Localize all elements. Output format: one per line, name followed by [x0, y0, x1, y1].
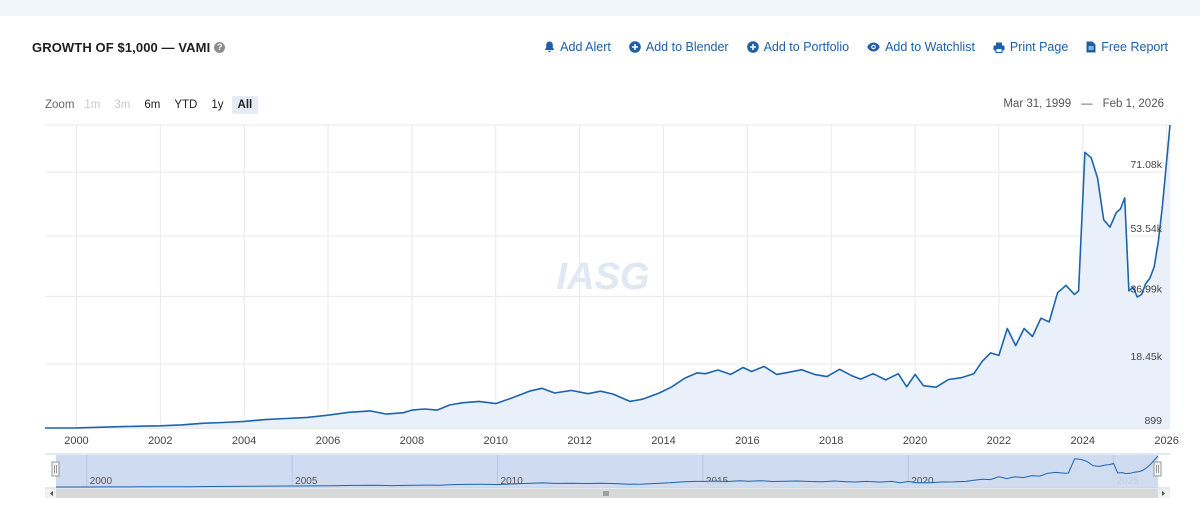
y-tick-label: 18.45k	[1130, 351, 1162, 363]
x-tick-label: 2000	[64, 435, 88, 447]
navigator-tick-label: 2000	[90, 476, 113, 487]
navigator-tick-label: 2005	[295, 476, 318, 487]
x-tick-label: 2020	[903, 435, 927, 447]
add-alert-label: Add Alert	[560, 40, 611, 54]
navigator-tick-label: 2020	[911, 476, 934, 487]
document-icon	[1086, 41, 1096, 53]
x-tick-label: 2008	[400, 435, 424, 447]
x-tick-label: 2024	[1071, 435, 1095, 447]
x-tick-label: 2010	[484, 435, 508, 447]
navigator-area	[56, 456, 1158, 487]
range-from[interactable]: Mar 31, 1999	[1003, 98, 1072, 110]
print-page-button[interactable]: Print Page	[993, 40, 1068, 54]
scrollbar-thumb[interactable]	[56, 489, 1158, 498]
zoom-ytd-button[interactable]: YTD	[174, 99, 198, 111]
x-tick-label: 2002	[148, 435, 172, 447]
zoom-3m-button[interactable]: 3m	[114, 99, 131, 111]
x-tick-label: 2016	[735, 435, 759, 447]
x-tick-label: 2018	[819, 435, 843, 447]
navigator-left-handle[interactable]	[51, 461, 60, 477]
navigator-tick-label: 2010	[501, 476, 524, 487]
add-to-portfolio-button[interactable]: Add to Portfolio	[746, 40, 850, 54]
series-area	[45, 125, 1170, 428]
plus-circle-icon	[746, 41, 759, 53]
navigator-line	[56, 455, 1159, 488]
x-tick-label: 2012	[567, 435, 591, 447]
add-to-blender-label: Add to Blender	[645, 40, 729, 54]
free-report-label: Free Report	[1101, 40, 1168, 54]
x-tick-label: 2014	[651, 435, 675, 447]
zoom-all-button[interactable]: All	[231, 96, 259, 114]
chart-title: GROWTH OF $1,000 — VAMI ?	[32, 40, 226, 55]
add-to-portfolio-label: Add to Portfolio	[763, 40, 850, 54]
range-separator: —	[1081, 98, 1093, 110]
y-tick-label: 71.08k	[1130, 159, 1162, 171]
zoom-1m-button[interactable]: 1m	[84, 99, 101, 111]
scroll-left-arrow-icon[interactable]	[50, 491, 53, 496]
x-tick-label: 2022	[987, 435, 1011, 447]
x-tick-label: 2026	[1154, 435, 1178, 447]
range-to[interactable]: Feb 1, 2026	[1102, 98, 1164, 110]
zoom-1y-button[interactable]: 1y	[211, 99, 224, 111]
top-strip	[0, 0, 1200, 16]
y-tick-label: 36.99k	[1130, 283, 1162, 295]
scroll-right-arrow-icon[interactable]	[1162, 491, 1165, 496]
free-report-button[interactable]: Free Report	[1086, 40, 1168, 54]
action-bar: Add Alert Add to Blender Add to Portfoli…	[544, 40, 1168, 54]
add-alert-button[interactable]: Add Alert	[544, 40, 611, 54]
printer-icon	[993, 42, 1005, 53]
y-tick-label: 53.54k	[1130, 223, 1162, 235]
scrollbar[interactable]	[45, 489, 1170, 498]
zoom-6m-button[interactable]: 6m	[144, 99, 161, 111]
x-axis-ticks: 2000 2002 2004 2006 2008 2010 2012 2014 2016 2018…	[64, 435, 1179, 447]
navigator[interactable]: 200020052010201520202025	[45, 453, 1170, 489]
y-axis-ticks: 899 18.45k 36.99k 53.54k 71.08k	[1130, 159, 1162, 427]
add-to-watchlist-button[interactable]: Add to Watchlist	[867, 40, 975, 54]
add-to-blender-button[interactable]: Add to Blender	[629, 40, 729, 54]
bell-icon	[545, 41, 555, 53]
y-tick-label: 899	[1144, 415, 1162, 427]
series-line	[44, 124, 1171, 429]
navigator-right-handle[interactable]	[1153, 461, 1162, 477]
iasg-watermark: IASG	[557, 256, 650, 298]
print-page-label: Print Page	[1009, 40, 1069, 54]
chart-title-text: GROWTH OF $1,000 — VAMI	[32, 40, 211, 55]
date-range: Mar 31, 1999 — Feb 1, 2026	[1003, 98, 1164, 110]
plus-circle-icon	[629, 41, 641, 53]
help-icon[interactable]: ?	[214, 42, 226, 53]
x-tick-label: 2004	[232, 435, 256, 447]
eye-icon	[867, 42, 880, 52]
add-to-watchlist-label: Add to Watchlist	[885, 40, 975, 54]
x-tick-label: 2006	[316, 435, 340, 447]
zoom-label: Zoom	[45, 99, 75, 111]
zoom-selector: Zoom 1m 3m 6m YTD 1y All	[45, 96, 260, 114]
